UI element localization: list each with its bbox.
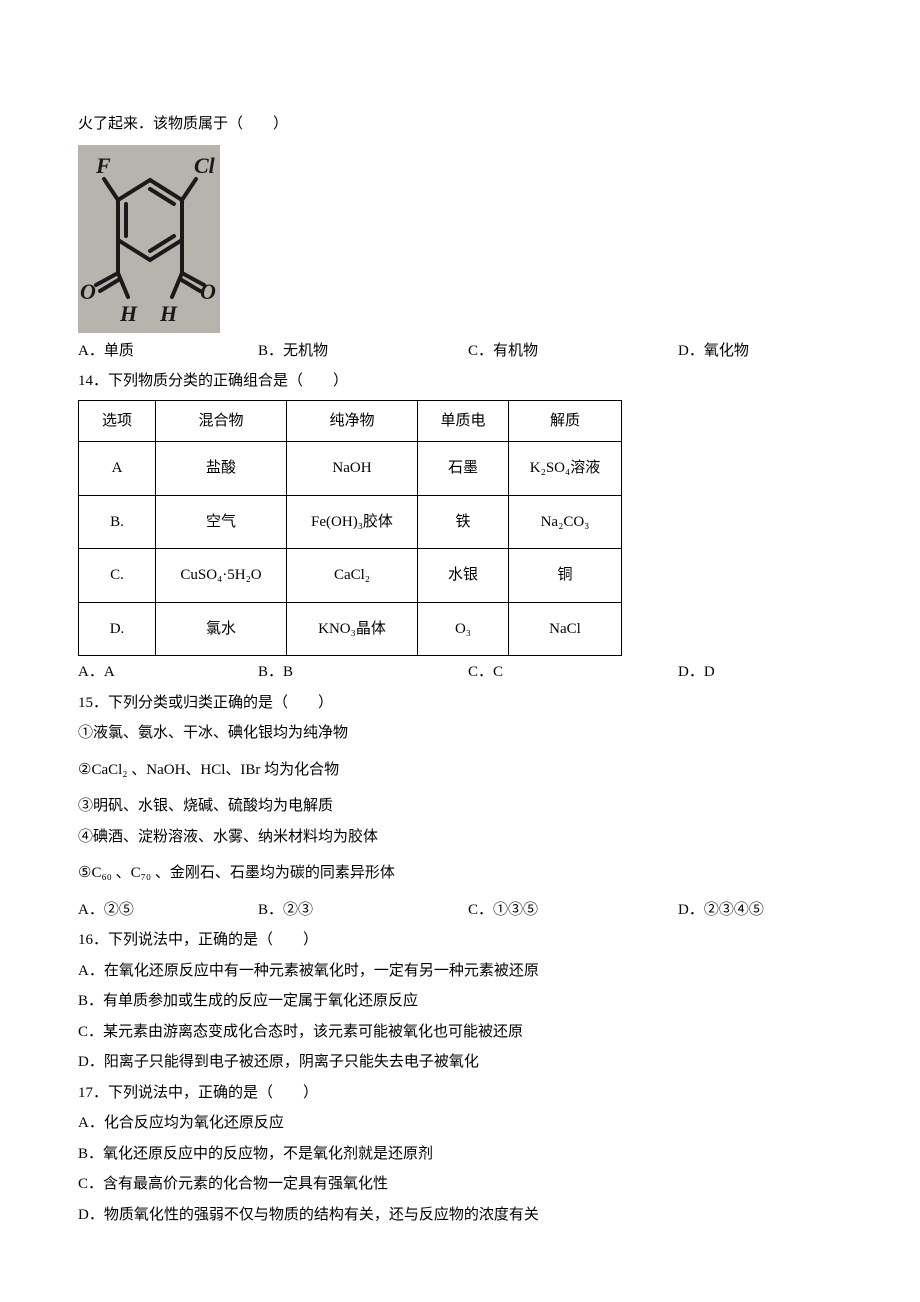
- cell-mix: 盐酸: [156, 442, 287, 496]
- q14-option-b[interactable]: B．B: [258, 658, 468, 687]
- q13-intro: 火了起来．该物质属于（ ）: [78, 110, 842, 139]
- q15-option-a[interactable]: A．②⑤: [78, 896, 258, 925]
- q16-option-b[interactable]: B．有单质参加或生成的反应一定属于氧化还原反应: [78, 987, 842, 1016]
- q13-option-c[interactable]: C．有机物: [468, 337, 678, 366]
- q16-stem: 16．下列说法中，正确的是（ ）: [78, 926, 842, 955]
- table-header-row: 选项 混合物 纯净物 单质电 解质: [79, 400, 622, 442]
- cell-mix: 氯水: [156, 602, 287, 656]
- q14-option-c[interactable]: C．C: [468, 658, 678, 687]
- q16-option-c[interactable]: C．某元素由游离态变成化合态时，该元素可能被氧化也可能被还原: [78, 1018, 842, 1047]
- cell-elem: 水银: [418, 549, 509, 603]
- q13-options: A．单质 B．无机物 C．有机物 D．氧化物: [78, 337, 842, 366]
- table-row: C. CuSO₄·5H₂O CaCl₂ 水银 铜: [79, 549, 622, 603]
- q17-stem: 17．下列说法中，正确的是（ ）: [78, 1079, 842, 1108]
- atom-label-h-right: H: [159, 301, 178, 326]
- cell-opt: B.: [79, 495, 156, 549]
- q13-option-a[interactable]: A．单质: [78, 337, 258, 366]
- q15-item4: ④碘酒、淀粉溶液、水雾、纳米材料均为胶体: [78, 823, 842, 852]
- q17-option-c[interactable]: C．含有最高价元素的化合物一定具有强氧化性: [78, 1170, 842, 1199]
- q15-option-b[interactable]: B．②③: [258, 896, 468, 925]
- th-option: 选项: [79, 400, 156, 442]
- th-electrolyte: 解质: [509, 400, 622, 442]
- cell-mix: CuSO₄·5H₂O: [156, 549, 287, 603]
- cell-elec: NaCl: [509, 602, 622, 656]
- q15-option-c[interactable]: C．①③⑤: [468, 896, 678, 925]
- cell-pure: CaCl₂: [287, 549, 418, 603]
- atom-label-f: F: [95, 153, 111, 178]
- table-row: A 盐酸 NaOH 石墨 K₂SO₄溶液: [79, 442, 622, 496]
- q13-option-b[interactable]: B．无机物: [258, 337, 468, 366]
- atom-label-h-left: H: [119, 301, 138, 326]
- cell-pure: Fe(OH)₃胶体: [287, 495, 418, 549]
- table-row: D. 氯水 KNO₃晶体 O₃ NaCl: [79, 602, 622, 656]
- th-mixture: 混合物: [156, 400, 287, 442]
- q17-option-b[interactable]: B．氧化还原反应中的反应物，不是氧化剂就是还原剂: [78, 1140, 842, 1169]
- q17-option-a[interactable]: A．化合反应均为氧化还原反应: [78, 1109, 842, 1138]
- th-element: 单质电: [418, 400, 509, 442]
- q14-options: A．A B．B C．C D．D: [78, 658, 842, 687]
- cell-elec: Na₂CO₃: [509, 495, 622, 549]
- cell-mix: 空气: [156, 495, 287, 549]
- q15-item2: ②CaCl₂ 、NaOH、HCl、IBr 均为化合物: [78, 756, 842, 785]
- q15-options: A．②⑤ B．②③ C．①③⑤ D．②③④⑤: [78, 896, 842, 925]
- molecule-image: F Cl O O H H: [78, 145, 220, 333]
- cell-pure: NaOH: [287, 442, 418, 496]
- q14-option-a[interactable]: A．A: [78, 658, 258, 687]
- q15-option-d[interactable]: D．②③④⑤: [678, 896, 818, 925]
- cell-pure: KNO₃晶体: [287, 602, 418, 656]
- cell-opt: C.: [79, 549, 156, 603]
- q15-item1: ①液氯、氨水、干冰、碘化银均为纯净物: [78, 719, 842, 748]
- q13-option-d[interactable]: D．氧化物: [678, 337, 818, 366]
- q17-option-d[interactable]: D．物质氧化性的强弱不仅与物质的结构有关，还与反应物的浓度有关: [78, 1201, 842, 1230]
- atom-label-cl: Cl: [194, 153, 216, 178]
- q15-item3: ③明矾、水银、烧碱、硫酸均为电解质: [78, 792, 842, 821]
- cell-opt: A: [79, 442, 156, 496]
- q16-option-a[interactable]: A．在氧化还原反应中有一种元素被氧化时，一定有另一种元素被还原: [78, 957, 842, 986]
- cell-elem: 石墨: [418, 442, 509, 496]
- cell-elem: O₃: [418, 602, 509, 656]
- atom-label-o-right: O: [200, 279, 216, 304]
- th-pure: 纯净物: [287, 400, 418, 442]
- cell-elec: K₂SO₄溶液: [509, 442, 622, 496]
- q16-option-d[interactable]: D．阳离子只能得到电子被还原，阴离子只能失去电子被氧化: [78, 1048, 842, 1077]
- cell-elem: 铁: [418, 495, 509, 549]
- table-row: B. 空气 Fe(OH)₃胶体 铁 Na₂CO₃: [79, 495, 622, 549]
- q15-stem: 15．下列分类或归类正确的是（ ）: [78, 689, 842, 718]
- cell-opt: D.: [79, 602, 156, 656]
- q14-stem: 14．下列物质分类的正确组合是（ ）: [78, 367, 842, 396]
- q15-item5: ⑤C₆₀ 、C₇₀ 、金刚石、石墨均为碳的同素异形体: [78, 859, 842, 888]
- atom-label-o-left: O: [80, 279, 96, 304]
- cell-elec: 铜: [509, 549, 622, 603]
- q14-option-d[interactable]: D．D: [678, 658, 818, 687]
- q14-table: 选项 混合物 纯净物 单质电 解质 A 盐酸 NaOH 石墨 K₂SO₄溶液 B…: [78, 400, 622, 657]
